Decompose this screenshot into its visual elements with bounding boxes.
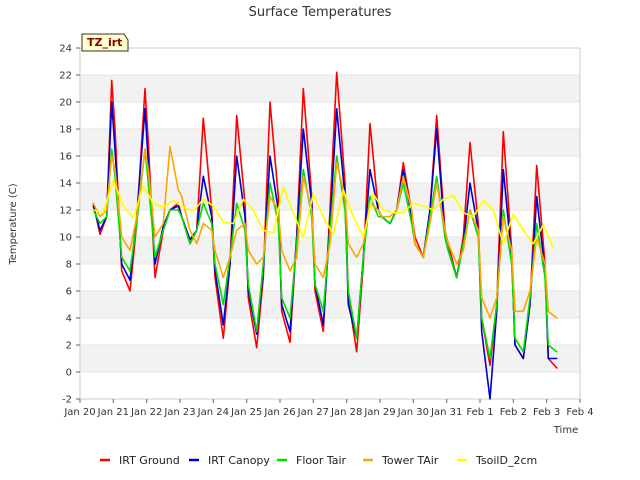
- y-tick-label: 24: [59, 44, 72, 55]
- y-tick-label: -2: [62, 395, 72, 406]
- legend-label: Floor Tair: [296, 454, 347, 467]
- y-tick-label: 6: [66, 287, 72, 298]
- x-tick-label: Jan 23: [163, 407, 195, 418]
- y-axis-label: Temperature (C): [8, 183, 19, 265]
- legend-label: TsoilD_2cm: [475, 454, 537, 467]
- tz-badge-label: TZ_irt: [87, 36, 122, 49]
- x-tick-label: Jan 20: [63, 407, 95, 418]
- series-line-tsoild-2cm: [92, 179, 555, 249]
- chart-title: Surface Temperatures: [249, 5, 392, 20]
- y-tick-label: 16: [59, 152, 72, 163]
- legend-label: IRT Ground: [119, 454, 180, 467]
- x-tick-label: Feb 4: [566, 407, 593, 418]
- grid-band: [80, 102, 580, 129]
- legend: IRT Ground IRT Canopy Floor Tair Tower TAir…: [100, 454, 537, 467]
- grid-band: [80, 75, 580, 102]
- x-tick-label: Jan 31: [430, 407, 462, 418]
- series-line-tower-tair: [92, 145, 558, 319]
- y-tick-label: 20: [59, 98, 72, 109]
- grid-band: [80, 345, 580, 372]
- x-tick-label: Jan 30: [397, 407, 429, 418]
- x-tick-label: Jan 22: [130, 407, 162, 418]
- x-tick-label: Jan 28: [330, 407, 362, 418]
- x-axis-ticks: Jan 20 Jan 21 Jan 22 Jan 23 Jan 24 Jan 25 Jan …: [63, 399, 594, 418]
- y-tick-label: 10: [59, 233, 72, 244]
- x-tick-label: Jan 29: [363, 407, 395, 418]
- y-tick-label: 8: [66, 260, 72, 271]
- legend-label: Tower TAir: [381, 454, 439, 467]
- plot-frame: [79, 47, 581, 400]
- x-tick-label: Jan 27: [297, 407, 329, 418]
- y-tick-label: 22: [59, 71, 72, 82]
- grid-band: [80, 129, 580, 156]
- x-axis-label: Time: [553, 425, 578, 436]
- grid-band: [80, 318, 580, 345]
- x-tick-label: Jan 21: [97, 407, 129, 418]
- grid-band: [80, 291, 580, 318]
- y-tick-label: 18: [59, 125, 72, 136]
- y-tick-label: 14: [59, 179, 72, 190]
- y-tick-label: 4: [66, 314, 72, 325]
- grid-band: [80, 48, 580, 75]
- y-tick-label: 12: [59, 206, 72, 217]
- x-tick-label: Jan 26: [263, 407, 295, 418]
- x-tick-label: Feb 1: [466, 407, 493, 418]
- legend-label: IRT Canopy: [208, 454, 270, 467]
- series-lines: [92, 71, 558, 400]
- tz-badge-box: [81, 33, 129, 52]
- x-tick-label: Jan 25: [230, 407, 262, 418]
- x-tick-label: Feb 3: [533, 407, 560, 418]
- grid-band: [80, 372, 580, 399]
- x-tick-label: Feb 2: [500, 407, 527, 418]
- y-tick-label: 0: [66, 368, 72, 379]
- tz-badge: TZ_irt: [81, 33, 129, 52]
- y-tick-label: 2: [66, 341, 72, 352]
- grid-band: [80, 156, 580, 183]
- x-tick-label: Jan 24: [197, 407, 229, 418]
